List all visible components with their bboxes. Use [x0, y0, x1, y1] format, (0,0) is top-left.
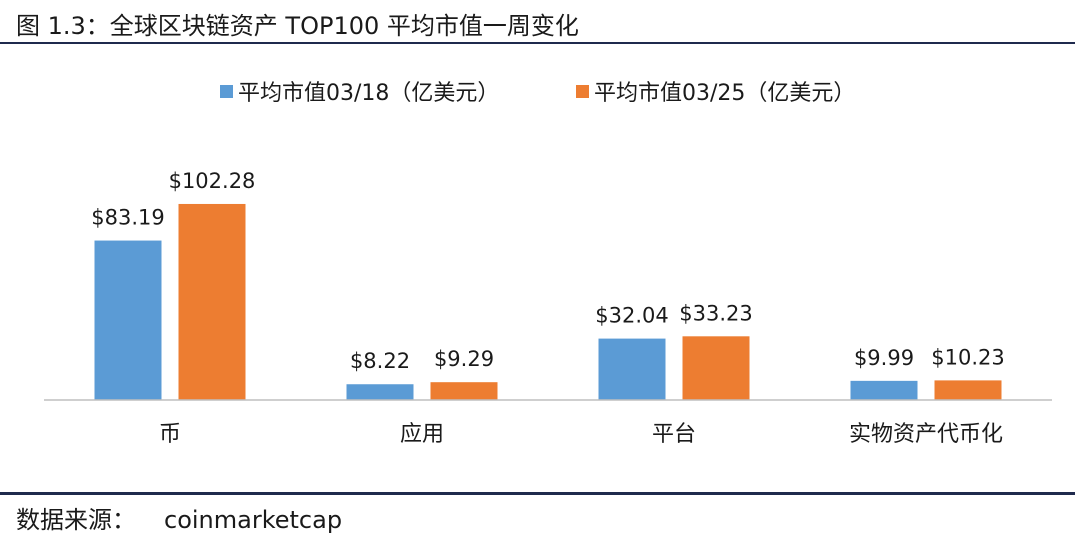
source-note: 数据来源： coinmarketcap [16, 500, 342, 535]
source-label: 数据来源： [16, 506, 136, 534]
category-label-3: 实物资产代币化 [849, 422, 1003, 447]
data-label-series-2-cat-0: $102.28 [169, 169, 256, 193]
bar-series-1-cat-1 [346, 384, 414, 400]
category-label-0: 币 [159, 422, 181, 447]
footer-rule [0, 492, 1075, 495]
data-label-series-2-cat-3: $10.23 [931, 345, 1004, 369]
bar-series-1-cat-2 [598, 338, 666, 400]
legend-label-1: 平均市值03/18（亿美元） [238, 81, 499, 106]
bar-series-2-cat-2 [682, 336, 750, 400]
data-label-series-1-cat-2: $32.04 [595, 304, 668, 328]
data-label-group: $83.19$102.28 $8.22 $9.29 $32.04 $33.23 $9.99… [91, 169, 1004, 373]
category-label-2: 平台 [652, 422, 696, 447]
data-label-series-2-cat-2: $33.23 [679, 301, 752, 325]
bar-series-2-cat-3 [934, 380, 1002, 400]
source-value: coinmarketcap [164, 506, 343, 534]
legend-label-2: 平均市值03/25（亿美元） [594, 81, 855, 106]
bar-group [94, 203, 1002, 400]
bar-series-2-cat-1 [430, 382, 498, 400]
chart-legend: 平均市值03/18（亿美元） 平均市值03/25（亿美元） [220, 81, 855, 106]
data-label-series-1-cat-0: $83.19 [91, 206, 164, 230]
legend-swatch-1 [220, 85, 233, 98]
bar-series-2-cat-0 [178, 203, 246, 400]
figure-title: 图 1.3：全球区块链资产 TOP100 平均市值一周变化 [16, 12, 579, 40]
category-label-1: 应用 [400, 422, 444, 447]
data-label-series-1-cat-3: $9.99 [854, 346, 914, 370]
legend-swatch-2 [576, 85, 589, 98]
data-label-series-1-cat-1: $8.22 [350, 349, 410, 373]
bar-series-1-cat-0 [94, 240, 162, 400]
category-label-group: 币 应用 平台 实物资产代币化 [159, 422, 1003, 447]
bar-chart: 平均市值03/18（亿美元） 平均市值03/25（亿美元） $83.19$102.… [44, 81, 1052, 447]
data-label-series-2-cat-1: $9.29 [434, 347, 494, 371]
title-rule [0, 42, 1075, 44]
bar-series-1-cat-3 [850, 380, 918, 400]
